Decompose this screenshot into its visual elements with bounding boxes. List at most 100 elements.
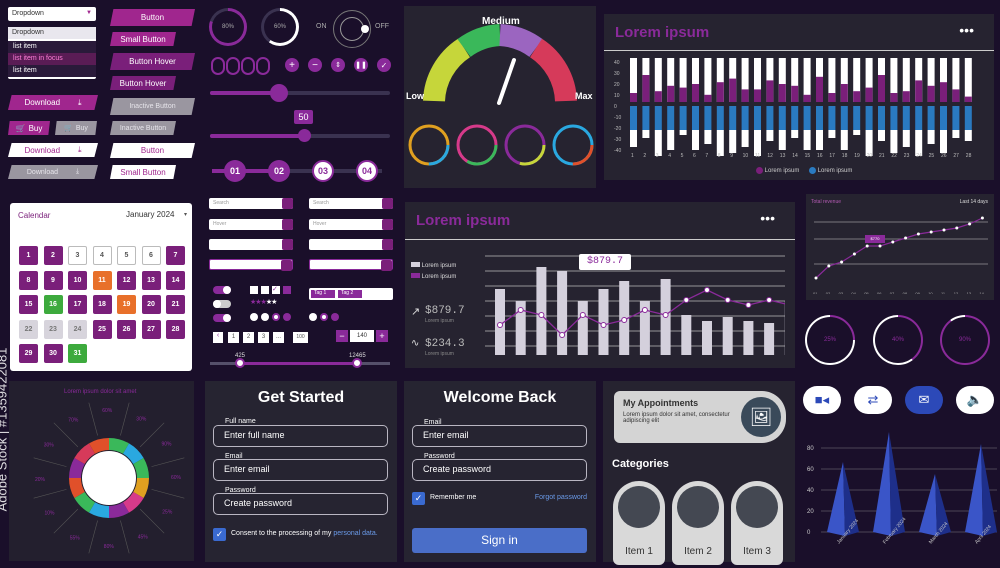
calendar-day[interactable]: 22: [19, 319, 38, 339]
calendar-day[interactable]: 26: [117, 319, 136, 339]
number-stepper[interactable]: − 140 +: [336, 330, 388, 342]
volume-icon[interactable]: 🔈: [956, 386, 994, 414]
outline-button[interactable]: Button: [110, 143, 195, 158]
tag-input[interactable]: Tag 1 Tag 2: [309, 288, 393, 300]
list-item[interactable]: list item: [8, 65, 96, 77]
password-input[interactable]: Create password: [412, 459, 587, 481]
personal-data-link[interactable]: personal data.: [333, 530, 378, 537]
calendar-day[interactable]: 20: [141, 295, 161, 314]
calendar-day[interactable]: 3: [68, 246, 87, 265]
search-input-active[interactable]: [209, 259, 293, 271]
category-item-3[interactable]: Item 3: [731, 481, 783, 565]
calendar-day[interactable]: 2: [43, 246, 63, 265]
search-input[interactable]: [309, 239, 393, 250]
outline-small-button[interactable]: Small Button: [110, 165, 176, 179]
calendar-day[interactable]: 24: [68, 319, 87, 339]
search-input[interactable]: Search: [309, 198, 393, 209]
toggle-switch[interactable]: [213, 314, 231, 322]
search-icon[interactable]: [282, 198, 293, 209]
calendar-day[interactable]: 10: [68, 270, 87, 290]
calendar-day[interactable]: 27: [141, 319, 161, 339]
inactive-button[interactable]: Inactive Button: [110, 98, 195, 115]
calendar-month[interactable]: January 2024: [126, 210, 175, 219]
category-item-1[interactable]: Item 1: [613, 481, 665, 565]
step-4[interactable]: 04: [356, 160, 378, 182]
knob-toggle[interactable]: [333, 10, 371, 48]
range-slider[interactable]: [210, 84, 390, 102]
category-item-2[interactable]: Item 2: [672, 481, 724, 565]
search-icon[interactable]: [381, 260, 392, 271]
consent-checkbox[interactable]: ✓: [213, 528, 226, 541]
primary-button[interactable]: Button: [110, 9, 195, 26]
search-input-active[interactable]: [309, 259, 393, 271]
step-progress[interactable]: [212, 169, 382, 173]
calendar-day[interactable]: 1: [19, 246, 38, 265]
pill-toggles[interactable]: [211, 57, 270, 75]
dual-range-slider[interactable]: [210, 358, 390, 368]
download-button[interactable]: Download ⤓: [8, 95, 98, 110]
calendar-day[interactable]: 7: [166, 246, 185, 265]
calendar-day[interactable]: 6: [141, 246, 161, 265]
download-outline-button[interactable]: Download ⤓: [8, 143, 98, 157]
forgot-password-link[interactable]: Forgot password: [534, 494, 587, 501]
radio-group[interactable]: [250, 313, 291, 321]
search-input[interactable]: Search: [209, 198, 293, 209]
calendar-day[interactable]: 23: [43, 319, 63, 339]
calendar-day[interactable]: 14: [166, 270, 185, 290]
calendar-day[interactable]: 19: [117, 295, 136, 314]
video-icon[interactable]: ■◂: [803, 386, 841, 414]
list-item[interactable]: list item: [8, 41, 96, 53]
step-1[interactable]: 01: [224, 160, 246, 182]
search-icon[interactable]: [282, 219, 293, 230]
checkbox-group[interactable]: ✓: [250, 286, 291, 294]
buy-button-disabled[interactable]: 🛒 Buy: [55, 121, 97, 135]
calendar-day[interactable]: 5: [117, 246, 136, 265]
tag-chip[interactable]: Tag 1: [311, 290, 335, 298]
mail-icon[interactable]: ✉: [905, 386, 943, 414]
calendar-day[interactable]: 17: [68, 295, 87, 314]
search-icon[interactable]: [382, 198, 393, 209]
pause-icon[interactable]: ❚❚: [354, 58, 368, 72]
search-icon[interactable]: [382, 219, 393, 230]
search-icon[interactable]: [382, 239, 393, 250]
hover-small-button[interactable]: Button Hover: [110, 76, 176, 90]
value-slider[interactable]: [210, 129, 390, 142]
search-input-hover[interactable]: Hover: [209, 219, 293, 230]
toggle-switch[interactable]: [213, 300, 231, 308]
calendar-day[interactable]: 9: [43, 270, 63, 290]
calendar-day[interactable]: 29: [19, 344, 38, 363]
appointments-card[interactable]: My Appointments Lorem ipsum dolor sit am…: [614, 391, 786, 443]
shuffle-icon[interactable]: ⇄: [854, 386, 892, 414]
list-item-focus[interactable]: list item in focus: [8, 53, 96, 65]
calendar-day[interactable]: 12: [117, 270, 136, 290]
stepper-icon[interactable]: ⇕: [331, 58, 345, 72]
inactive-small-button[interactable]: Inactive Button: [110, 121, 176, 135]
calendar-day[interactable]: 21: [166, 295, 185, 314]
chevron-down-icon[interactable]: ▾: [184, 212, 188, 218]
calendar-day[interactable]: 8: [19, 270, 38, 290]
email-input[interactable]: Enter email: [213, 459, 388, 481]
pagination[interactable]: ‹ 1 2 3 ... 100: [213, 332, 313, 343]
radio-group[interactable]: [309, 313, 349, 321]
buy-button[interactable]: 🛒 Buy: [8, 121, 50, 135]
search-icon[interactable]: [282, 239, 293, 250]
step-3[interactable]: 03: [312, 160, 334, 182]
toggle-switch[interactable]: [213, 286, 231, 294]
star-rating[interactable]: ★★★★★: [250, 299, 277, 306]
calendar-day[interactable]: 16: [43, 295, 63, 314]
plus-icon[interactable]: +: [285, 58, 299, 72]
calendar-day[interactable]: 31: [68, 344, 87, 363]
check-icon[interactable]: ✓: [377, 58, 391, 72]
minus-icon[interactable]: −: [308, 58, 322, 72]
calendar-day[interactable]: 4: [92, 246, 112, 265]
calendar-day[interactable]: 28: [166, 319, 185, 339]
calendar-day[interactable]: 30: [43, 344, 63, 363]
download-disabled-button[interactable]: Download ⤓: [8, 165, 98, 179]
search-icon[interactable]: [281, 260, 292, 271]
small-button[interactable]: Small Button: [110, 32, 176, 46]
tag-chip[interactable]: Tag 2: [338, 290, 362, 298]
search-input-hover[interactable]: Hover: [309, 219, 393, 230]
calendar-day[interactable]: 11: [92, 270, 112, 290]
more-icon[interactable]: •••: [959, 22, 974, 38]
full-name-input[interactable]: Enter full name: [213, 425, 388, 447]
